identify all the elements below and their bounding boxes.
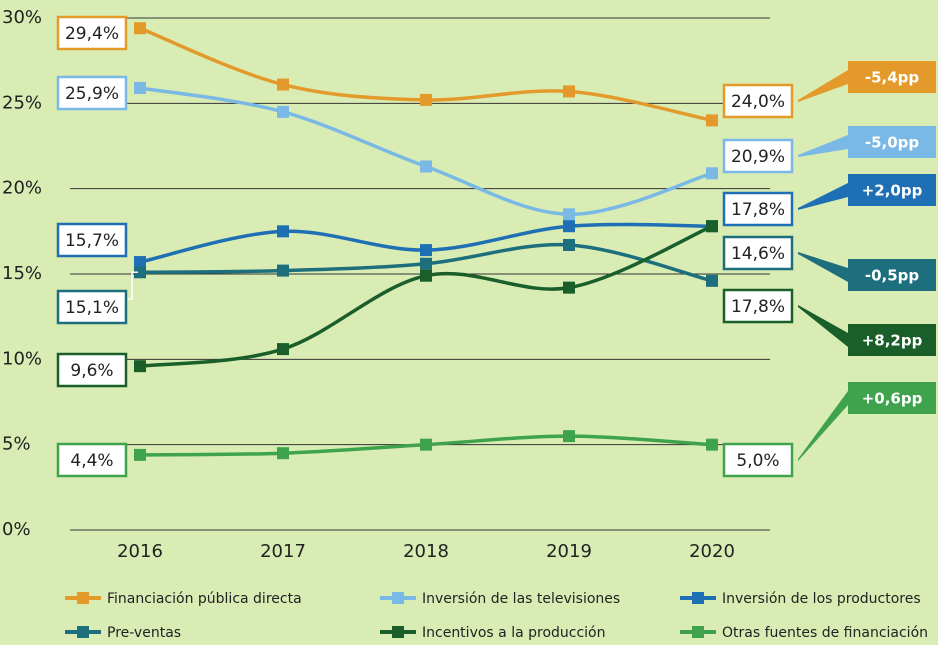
change-label: -0,5pp — [865, 267, 920, 285]
change-connector — [798, 70, 848, 102]
legend-label: Inversión de las televisiones — [422, 591, 620, 607]
point — [277, 225, 289, 238]
change-box — [848, 324, 936, 356]
change-connector — [798, 252, 848, 282]
point — [134, 360, 146, 373]
data-label: 5,0% — [736, 451, 779, 471]
change-box — [848, 174, 936, 206]
change-label: +2,0pp — [862, 182, 923, 200]
change-box — [848, 61, 936, 93]
label-box — [722, 235, 794, 271]
change-connector — [798, 135, 848, 157]
point — [420, 93, 432, 106]
label-box — [56, 222, 128, 258]
point — [134, 256, 146, 269]
point — [277, 264, 289, 277]
point — [706, 438, 718, 451]
y-tick-label: 25% — [2, 92, 42, 113]
legend-label: Otras fuentes de financiación — [722, 625, 928, 641]
legend-label: Inversión de los productores — [722, 591, 921, 607]
label-box — [722, 288, 794, 324]
point — [277, 105, 289, 118]
point — [134, 266, 146, 279]
label-box — [722, 138, 794, 174]
point — [277, 78, 289, 91]
data-label: 17,8% — [731, 297, 785, 317]
y-tick-label: 10% — [2, 348, 42, 369]
point — [420, 244, 432, 257]
x-tick-label: 2020 — [689, 541, 735, 562]
y-tick-label: 5% — [2, 434, 31, 455]
y-tick-label: 0% — [2, 519, 31, 540]
x-tick-label: 2019 — [546, 541, 592, 562]
data-label: 17,8% — [731, 200, 785, 220]
series-line — [139, 86, 713, 217]
label-box — [722, 442, 794, 478]
point — [277, 447, 289, 460]
y-tick-label: 30% — [2, 7, 42, 28]
point — [134, 81, 146, 94]
point — [563, 85, 575, 98]
legend-marker — [692, 592, 704, 604]
label-box — [56, 442, 128, 478]
legend-marker — [392, 592, 404, 604]
legend-marker — [77, 626, 89, 638]
data-label: 9,6% — [70, 361, 113, 381]
data-label: 4,4% — [70, 451, 113, 471]
point — [420, 257, 432, 270]
point — [563, 238, 575, 251]
series-line — [139, 26, 713, 123]
data-label: 25,9% — [65, 84, 119, 104]
legend-label: Financiación pública directa — [107, 591, 302, 607]
point — [420, 160, 432, 173]
point — [706, 167, 718, 180]
label-box — [56, 75, 128, 111]
y-tick-label: 20% — [2, 178, 42, 199]
point — [706, 220, 718, 233]
legend-marker — [392, 626, 404, 638]
change-box — [848, 259, 936, 291]
label-box — [56, 289, 128, 325]
data-label: 24,0% — [731, 92, 785, 112]
change-label: +8,2pp — [862, 332, 923, 350]
point — [563, 220, 575, 233]
leader — [126, 271, 138, 300]
change-box — [848, 126, 936, 158]
data-label: 20,9% — [731, 147, 785, 167]
label-box — [56, 352, 128, 388]
change-label: +0,6pp — [862, 390, 923, 408]
legend-label: Pre-ventas — [107, 625, 181, 641]
label-box — [56, 15, 128, 51]
legend-marker — [77, 592, 89, 604]
point — [277, 343, 289, 356]
data-label: 29,4% — [65, 24, 119, 44]
x-tick-label: 2016 — [117, 541, 163, 562]
point — [420, 438, 432, 451]
data-label: 14,6% — [731, 244, 785, 264]
change-connector — [798, 391, 848, 461]
point — [134, 22, 146, 35]
point — [563, 281, 575, 294]
x-tick-label: 2017 — [260, 541, 306, 562]
x-tick-label: 2018 — [403, 541, 449, 562]
change-label: -5,4pp — [865, 69, 920, 87]
change-connector — [798, 183, 848, 210]
data-label: 15,1% — [65, 298, 119, 318]
label-box — [722, 83, 794, 119]
y-tick-label: 15% — [2, 263, 42, 284]
change-label: -5,0pp — [865, 134, 920, 152]
point — [420, 269, 432, 282]
point — [706, 274, 718, 287]
point — [134, 448, 146, 461]
point — [706, 114, 718, 127]
point — [563, 208, 575, 221]
change-box — [848, 382, 936, 414]
label-box — [722, 191, 794, 227]
point — [563, 430, 575, 443]
data-label: 15,7% — [65, 231, 119, 251]
legend-marker — [692, 626, 704, 638]
legend-label: Incentivos a la producción — [422, 625, 606, 641]
change-connector — [798, 305, 848, 347]
